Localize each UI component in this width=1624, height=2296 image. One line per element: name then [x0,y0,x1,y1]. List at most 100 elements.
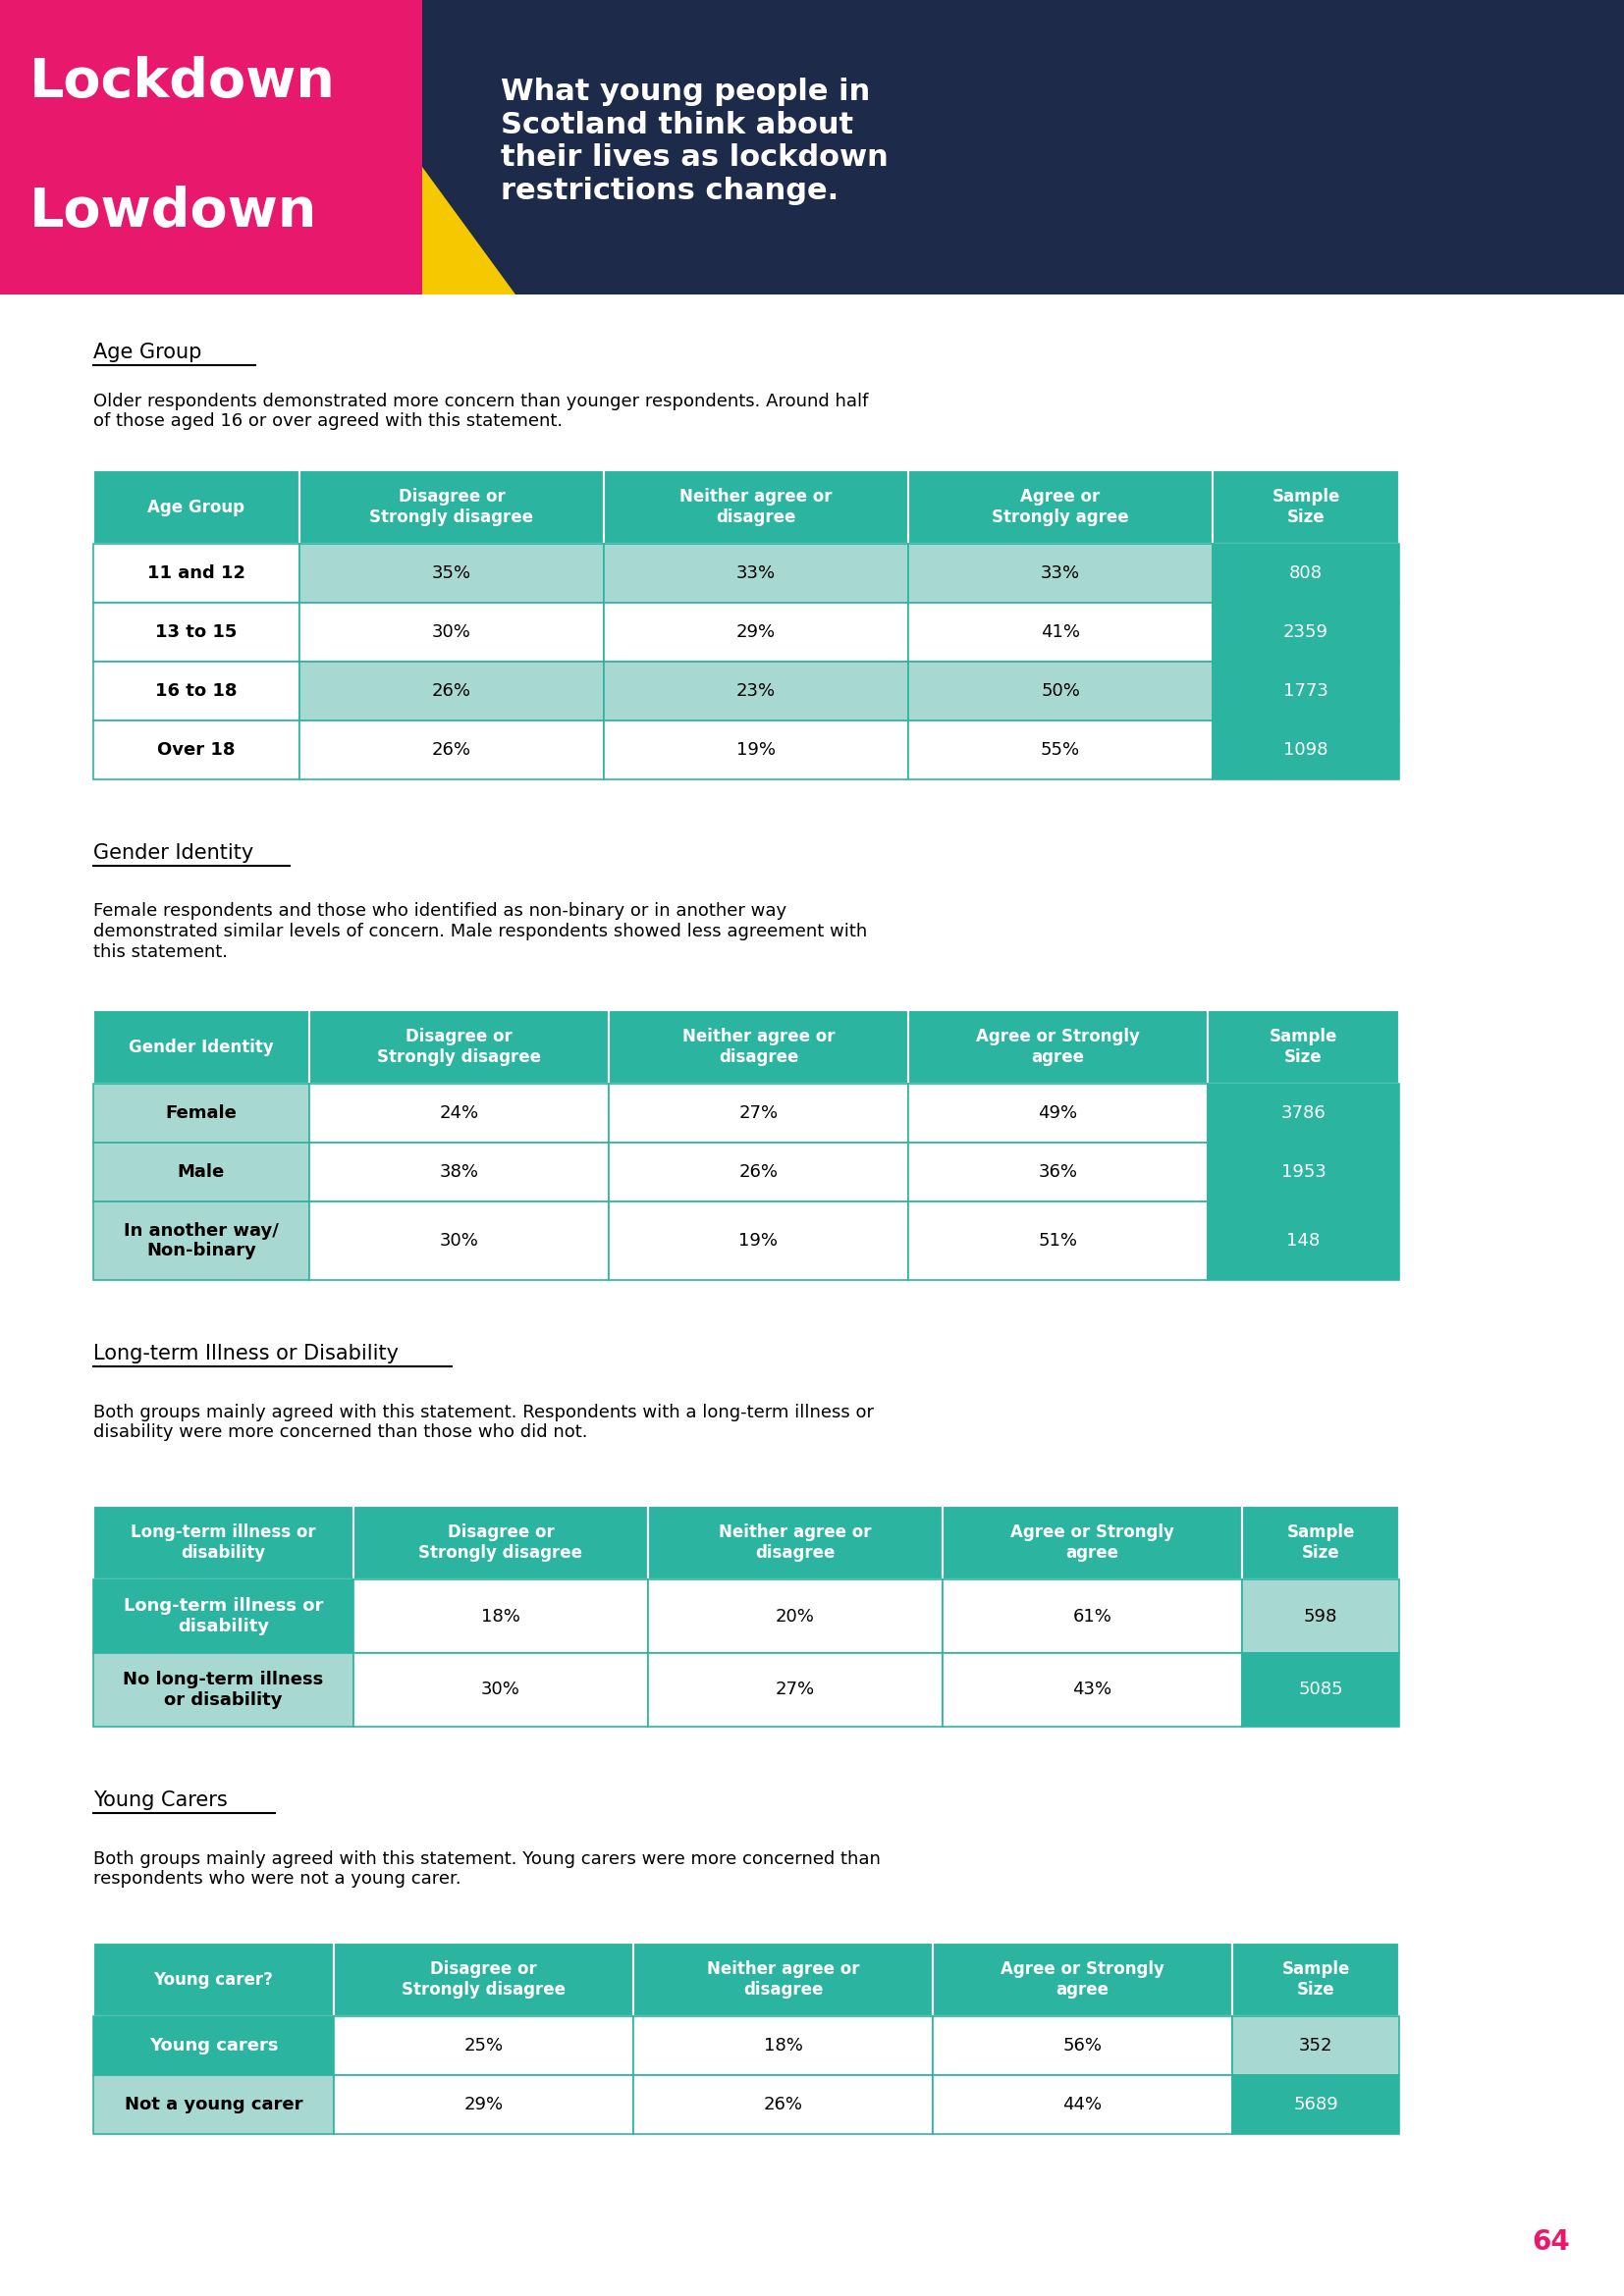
Text: Neither agree or
disagree: Neither agree or disagree [719,1525,872,1561]
Bar [335,1942,633,2016]
Text: Agree or Strongly
agree: Agree or Strongly agree [1000,1961,1164,1998]
Bar [93,1201,309,1281]
Bar [633,2076,932,2133]
Text: 1773: 1773 [1283,682,1328,700]
Text: 50%: 50% [1041,682,1080,700]
Text: Young carer?: Young carer? [154,1970,273,1988]
Text: 26%: 26% [432,682,471,700]
Bar [609,1143,908,1201]
Bar [908,544,1213,604]
Text: Lowdown: Lowdown [29,186,318,239]
Bar [93,2076,335,2133]
Bar [604,544,908,604]
Bar [354,1506,648,1580]
Bar [93,1143,309,1201]
Bar [609,1010,908,1084]
Text: 148: 148 [1286,1233,1320,1249]
Text: Agree or
Strongly agree: Agree or Strongly agree [992,489,1129,526]
Text: 5085: 5085 [1298,1681,1343,1699]
Bar [335,2016,633,2076]
Text: Not a young carer: Not a young carer [125,2096,302,2112]
Bar [1208,1143,1400,1201]
Text: Sample
Size: Sample Size [1270,1029,1338,1065]
Text: Gender Identity: Gender Identity [93,843,253,863]
Text: 49%: 49% [1038,1104,1078,1123]
Bar [1242,1506,1400,1580]
Bar [1208,1084,1400,1143]
Text: 3786: 3786 [1281,1104,1325,1123]
Bar [93,604,299,661]
Bar [309,1084,609,1143]
Text: 56%: 56% [1062,2037,1103,2055]
Bar [299,661,604,721]
Bar [0,0,422,294]
Text: Age Group: Age Group [93,342,201,363]
Bar [354,1580,648,1653]
Bar [1242,1580,1400,1653]
Text: Sample
Size: Sample Size [1272,489,1340,526]
Bar [93,1942,335,2016]
Bar [93,544,299,604]
Bar [908,1143,1208,1201]
Text: 27%: 27% [739,1104,778,1123]
Text: Sample
Size: Sample Size [1281,1961,1350,1998]
Bar [908,1010,1208,1084]
Bar [648,1653,942,1727]
Text: 30%: 30% [432,622,471,641]
Text: 64: 64 [1533,2229,1570,2255]
Text: Over 18: Over 18 [158,742,235,758]
Text: 33%: 33% [1041,565,1080,583]
Bar [932,2016,1233,2076]
Text: Both groups mainly agreed with this statement. Respondents with a long-term illn: Both groups mainly agreed with this stat… [93,1403,874,1442]
Text: 19%: 19% [736,742,776,758]
Text: 13 to 15: 13 to 15 [156,622,237,641]
Bar [908,604,1213,661]
Text: 44%: 44% [1062,2096,1103,2112]
Bar [309,1201,609,1281]
Text: 35%: 35% [432,565,471,583]
Text: 41%: 41% [1041,622,1080,641]
Bar [633,2016,932,2076]
Bar [604,471,908,544]
Text: 36%: 36% [1038,1164,1078,1180]
Bar [93,1010,309,1084]
Text: 30%: 30% [481,1681,520,1699]
Bar [648,1506,942,1580]
Bar [299,604,604,661]
Text: 26%: 26% [763,2096,802,2112]
Text: Older respondents demonstrated more concern than younger respondents. Around hal: Older respondents demonstrated more conc… [93,393,869,429]
Bar [93,721,299,778]
Bar [942,1506,1242,1580]
Text: 598: 598 [1304,1607,1338,1626]
Text: 1098: 1098 [1283,742,1328,758]
Text: Young Carers: Young Carers [93,1791,227,1809]
Bar [908,1084,1208,1143]
Text: 43%: 43% [1072,1681,1112,1699]
Bar [932,2076,1233,2133]
Text: No long-term illness
or disability: No long-term illness or disability [123,1671,323,1708]
Text: Disagree or
Strongly disagree: Disagree or Strongly disagree [370,489,534,526]
Bar [648,1580,942,1653]
Bar [1213,661,1400,721]
Text: 16 to 18: 16 to 18 [156,682,237,700]
Text: 38%: 38% [440,1164,479,1180]
Bar [0,0,1624,294]
Bar [609,1201,908,1281]
Text: 29%: 29% [736,622,776,641]
Text: 61%: 61% [1073,1607,1112,1626]
Bar [309,1010,609,1084]
Text: 1953: 1953 [1281,1164,1325,1180]
Text: Age Group: Age Group [148,498,245,517]
Text: 25%: 25% [464,2037,503,2055]
Text: 19%: 19% [739,1233,778,1249]
Text: Young carers: Young carers [149,2037,278,2055]
Text: Neither agree or
disagree: Neither agree or disagree [682,1029,835,1065]
Bar [309,1143,609,1201]
Text: 24%: 24% [440,1104,479,1123]
Bar [1213,471,1400,544]
Bar [908,661,1213,721]
Bar [633,1942,932,2016]
Text: 27%: 27% [776,1681,815,1699]
Text: Disagree or
Strongly disagree: Disagree or Strongly disagree [401,1961,565,1998]
Text: Long-term illness or
disability: Long-term illness or disability [123,1598,323,1635]
